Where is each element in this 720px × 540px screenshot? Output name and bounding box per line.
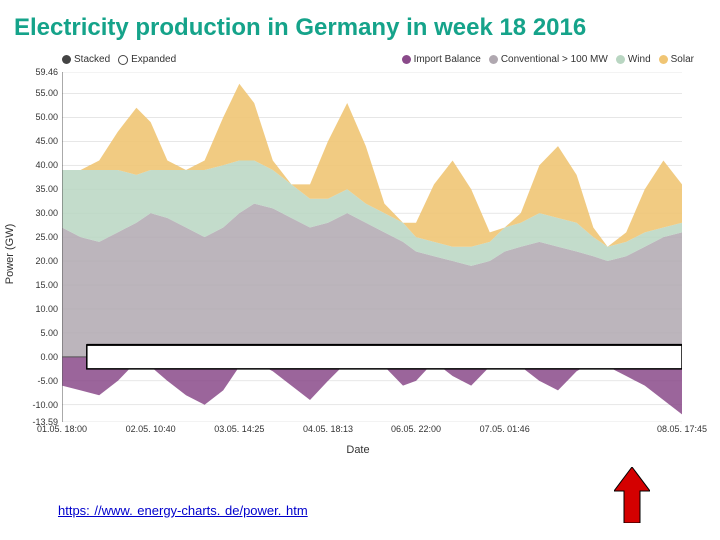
arrow-up-icon [614,467,650,523]
x-axis-label: Date [346,444,369,456]
chart-plot-area [62,72,682,422]
y-tick: 10.00 [18,304,58,314]
attention-arrow [614,467,650,528]
y-tick: 55.00 [18,88,58,98]
toggle-expanded[interactable]: Expanded [118,54,176,65]
stacked-marker-icon [62,55,71,64]
import_balance-swatch-icon [402,55,411,64]
y-tick: 45.00 [18,136,58,146]
x-tick: 07.05. 01:46 [480,424,530,434]
annotation-box [87,345,682,369]
toggle-stacked-label: Stacked [74,54,110,65]
y-tick: -10.00 [18,400,58,410]
solar-swatch-icon [659,55,668,64]
series-legend: Import Balance Conventional > 100 MW Wind S… [402,54,694,65]
legend-item-conventional[interactable]: Conventional > 100 MW [489,54,608,65]
legend-item-wind[interactable]: Wind [616,54,651,65]
x-tick: 01.05. 18:00 [37,424,87,434]
y-tick: 0.00 [18,352,58,362]
wind-swatch-icon [616,55,625,64]
legend-item-solar[interactable]: Solar [659,54,694,65]
expanded-marker-icon [118,55,128,65]
toggle-stacked[interactable]: Stacked [62,54,110,65]
legend-item-import_balance[interactable]: Import Balance [402,54,481,65]
toggle-expanded-label: Expanded [131,54,176,65]
y-axis-label: Power (GW) [4,224,16,285]
y-tick: 25.00 [18,232,58,242]
title-text: Electricity production in Germany in wee… [14,14,586,41]
y-tick: 20.00 [18,256,58,266]
view-toggle-legend: Stacked Expanded [62,54,176,65]
y-tick: 59.46 [18,67,58,77]
legend-label-solar: Solar [671,54,694,65]
legend-label-wind: Wind [628,54,651,65]
chart-container: Stacked Expanded Import Balance Conventio… [18,54,698,454]
source-footer: https: //www. energy-charts. de/power. h… [58,503,308,518]
x-tick: 03.05. 14:25 [214,424,264,434]
y-tick: 35.00 [18,184,58,194]
source-link[interactable]: https: //www. energy-charts. de/power. h… [58,503,308,518]
conventional-swatch-icon [489,55,498,64]
y-tick: 30.00 [18,208,58,218]
legend-label-conventional: Conventional > 100 MW [501,54,608,65]
page-title: Electricity production in Germany in wee… [0,0,720,46]
y-tick: 15.00 [18,280,58,290]
legend-label-import_balance: Import Balance [414,54,481,65]
x-tick: 06.05. 22:00 [391,424,441,434]
y-tick: 50.00 [18,112,58,122]
y-tick: 40.00 [18,160,58,170]
y-tick: -5.00 [18,376,58,386]
y-tick: 5.00 [18,328,58,338]
x-tick: 02.05. 10:40 [126,424,176,434]
x-tick: 04.05. 18:13 [303,424,353,434]
x-tick: 08.05. 17:45 [657,424,707,434]
